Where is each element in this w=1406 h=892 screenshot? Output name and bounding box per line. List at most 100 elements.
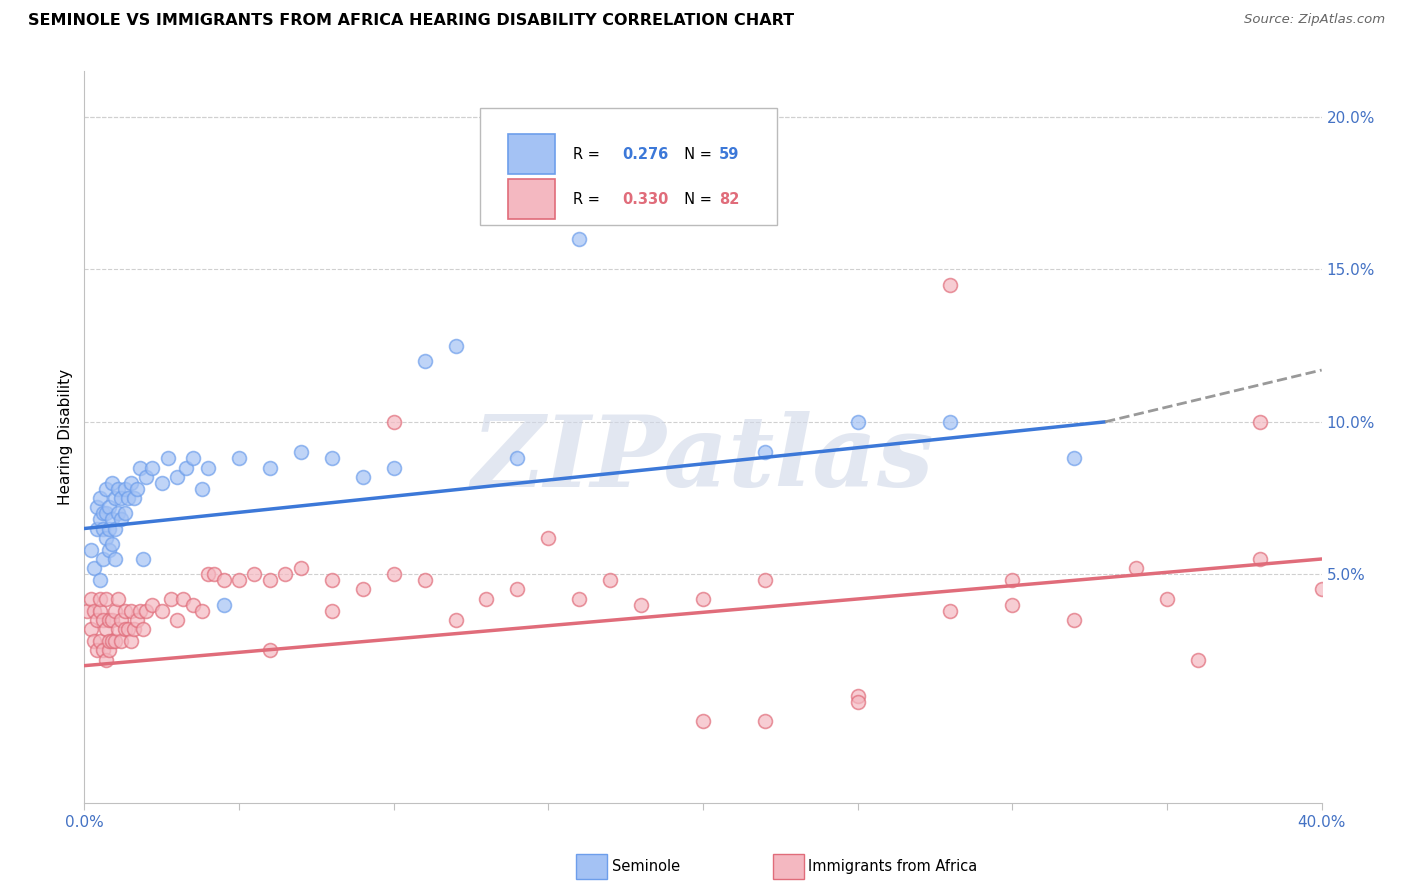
Point: [212, 574, 235, 588]
Point: [91, 521, 114, 535]
Point: [939, 277, 962, 292]
Point: [101, 475, 124, 490]
Point: [259, 574, 281, 588]
Point: [141, 598, 163, 612]
Point: [129, 460, 152, 475]
Point: [1001, 598, 1024, 612]
Point: [83, 604, 105, 618]
Point: [89, 574, 111, 588]
Point: [79, 591, 101, 606]
Text: N =: N =: [675, 192, 716, 207]
Point: [599, 574, 621, 588]
Bar: [508, 179, 554, 219]
Point: [114, 604, 136, 618]
Point: [114, 482, 136, 496]
Point: [172, 591, 194, 606]
Point: [135, 604, 157, 618]
Point: [197, 460, 219, 475]
Point: [243, 567, 266, 582]
Point: [1249, 415, 1271, 429]
Text: ZIPatlas: ZIPatlas: [472, 411, 934, 508]
Point: [568, 232, 591, 246]
Point: [692, 591, 714, 606]
Point: [1125, 561, 1147, 575]
Point: [413, 574, 436, 588]
Point: [475, 591, 498, 606]
Point: [94, 531, 117, 545]
Point: [166, 613, 188, 627]
Point: [1063, 613, 1085, 627]
Point: [98, 542, 121, 557]
Point: [176, 460, 198, 475]
Point: [202, 567, 225, 582]
Point: [125, 613, 148, 627]
Point: [568, 591, 591, 606]
Point: [101, 537, 124, 551]
Point: [630, 598, 652, 612]
Point: [91, 506, 114, 520]
Point: [132, 552, 155, 566]
Point: [104, 491, 127, 505]
Point: [122, 622, 145, 636]
Point: [181, 451, 204, 466]
Point: [91, 613, 114, 627]
Point: [537, 531, 560, 545]
Point: [94, 591, 117, 606]
Point: [506, 582, 529, 597]
Point: [197, 567, 219, 582]
Point: [166, 469, 188, 483]
Point: [110, 634, 132, 648]
Point: [101, 512, 124, 526]
Text: N =: N =: [675, 146, 716, 161]
Point: [321, 451, 343, 466]
Point: [156, 451, 179, 466]
Text: Source: ZipAtlas.com: Source: ZipAtlas.com: [1244, 13, 1385, 27]
Point: [86, 521, 108, 535]
Point: [150, 475, 173, 490]
Point: [89, 604, 111, 618]
Point: [135, 469, 157, 483]
Point: [228, 451, 250, 466]
Point: [98, 521, 121, 535]
Point: [83, 561, 105, 575]
Point: [382, 415, 405, 429]
Point: [117, 622, 139, 636]
Point: [754, 714, 776, 728]
Point: [1001, 574, 1024, 588]
Point: [181, 598, 204, 612]
Text: Immigrants from Africa: Immigrants from Africa: [808, 859, 977, 873]
Point: [1156, 591, 1178, 606]
Point: [89, 591, 111, 606]
Point: [110, 512, 132, 526]
Point: [382, 460, 405, 475]
Point: [79, 622, 101, 636]
Text: 0.276: 0.276: [623, 146, 669, 161]
Point: [141, 460, 163, 475]
Point: [98, 643, 121, 657]
Point: [110, 613, 132, 627]
Point: [444, 338, 467, 352]
Point: [107, 622, 129, 636]
Point: [1310, 582, 1333, 597]
Point: [117, 491, 139, 505]
Point: [83, 634, 105, 648]
Point: [94, 622, 117, 636]
Text: R =: R =: [574, 192, 605, 207]
Bar: [508, 134, 554, 174]
Point: [846, 695, 869, 709]
Point: [101, 613, 124, 627]
Point: [107, 591, 129, 606]
Point: [79, 542, 101, 557]
Point: [352, 582, 374, 597]
Text: SEMINOLE VS IMMIGRANTS FROM AFRICA HEARING DISABILITY CORRELATION CHART: SEMINOLE VS IMMIGRANTS FROM AFRICA HEARI…: [28, 13, 794, 29]
Point: [150, 604, 173, 618]
Point: [89, 634, 111, 648]
Point: [846, 415, 869, 429]
Text: 59: 59: [718, 146, 740, 161]
Point: [91, 643, 114, 657]
Point: [321, 604, 343, 618]
Point: [107, 482, 129, 496]
Point: [94, 652, 117, 666]
Point: [228, 574, 250, 588]
Point: [132, 622, 155, 636]
